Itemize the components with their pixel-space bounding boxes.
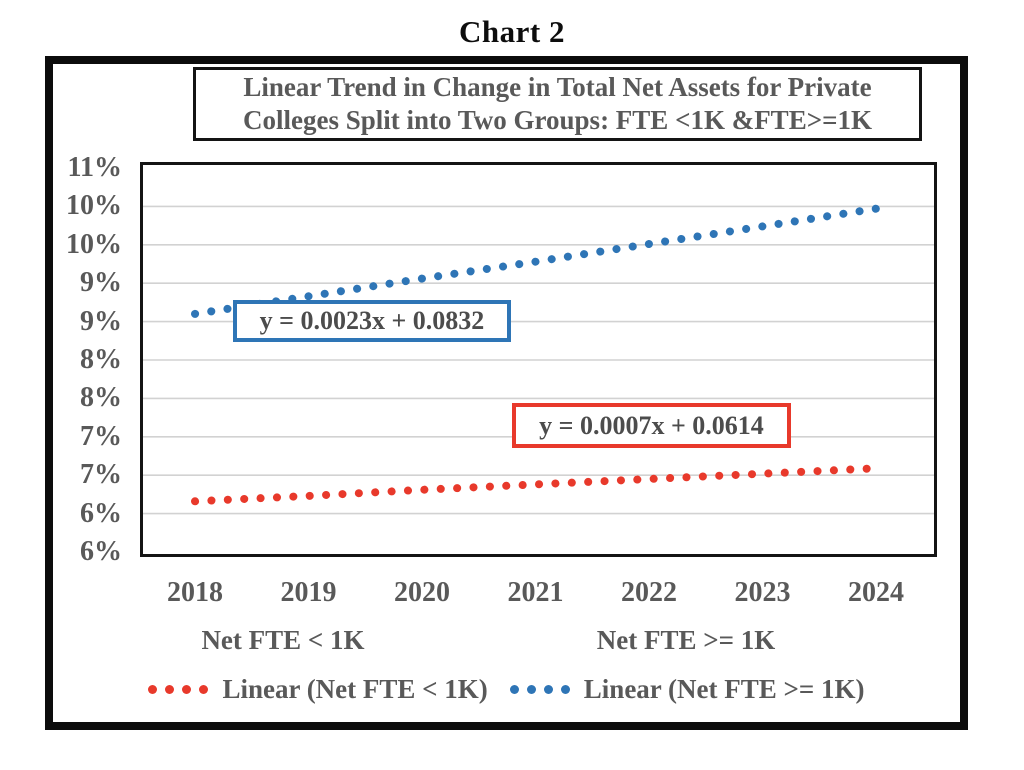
- trendline-fte-lt-1k: [191, 464, 880, 506]
- x-axis-tick-label: 2023: [734, 577, 791, 608]
- trendline-equation-fte-lt-1k: y = 0.0007x + 0.0614: [539, 410, 764, 440]
- y-axis-tick-label: 6%: [80, 536, 122, 567]
- x-axis-tick-label: 2019: [280, 577, 337, 608]
- legend-entry: Linear (Net FTE >= 1K): [509, 672, 865, 706]
- legend-dotted-line-sample: [148, 684, 209, 694]
- trendline-equation-fte-ge-1k: y = 0.0023x + 0.0832: [259, 306, 485, 335]
- page-title: Chart 2: [459, 14, 565, 49]
- y-axis-tick-label: 10%: [66, 228, 122, 260]
- trendline-equation-box-fte-lt-1k: y = 0.0007x + 0.0614: [512, 403, 791, 448]
- y-axis-tick-label: 7%: [80, 459, 122, 491]
- plot-area: [140, 162, 937, 557]
- trendline-equation-box-fte-ge-1k: y = 0.0023x + 0.0832: [233, 300, 511, 342]
- chart-title-box: Linear Trend in Change in Total Net Asse…: [193, 67, 922, 141]
- chart-legend: Linear (Net FTE < 1K) Linear (Net FTE >= …: [53, 671, 960, 707]
- legend-label: Linear (Net FTE < 1K): [222, 674, 488, 704]
- series-group-label-fte-ge-1k: Net FTE >= 1K: [596, 625, 776, 655]
- chart-title-line-2: Colleges Split into Two Groups: FTE <1K …: [243, 105, 872, 135]
- legend-dot-icon: [560, 684, 570, 694]
- y-axis-tick-label: 7%: [80, 420, 122, 452]
- legend-dot-icon: [526, 684, 536, 694]
- y-axis-tick-label: 8%: [80, 382, 122, 414]
- y-axis-tick-label: 8%: [80, 344, 122, 375]
- legend-entry: Linear (Net FTE < 1K): [148, 672, 488, 706]
- x-axis-tick-label: 2020: [394, 577, 450, 608]
- plot-border: [140, 162, 937, 557]
- y-axis-tick-label: 10%: [66, 190, 122, 222]
- legend-dotted-line-sample: [509, 684, 570, 694]
- x-axis-tick-label: 2024: [848, 577, 904, 608]
- legend-dot-icon: [165, 684, 175, 694]
- legend-dot-icon: [148, 684, 158, 694]
- legend-dot-icon: [182, 684, 192, 694]
- y-axis-tick-label: 9%: [80, 267, 122, 299]
- x-axis-tick-label: 2021: [507, 577, 564, 608]
- y-axis-tick-label: 6%: [80, 497, 122, 529]
- legend-label: Linear (Net FTE >= 1K): [583, 674, 865, 704]
- series-group-label-fte-lt-1k: Net FTE < 1K: [201, 625, 365, 655]
- y-axis-tick-label: 11%: [67, 152, 122, 183]
- chart-outer-frame: [45, 56, 968, 730]
- y-axis-tick-label: 9%: [80, 305, 122, 337]
- legend-dot-icon: [543, 684, 553, 694]
- legend-dot-icon: [509, 684, 519, 694]
- chart-title-line-1: Linear Trend in Change in Total Net Asse…: [243, 72, 872, 102]
- trendline-fte-ge-1k: [191, 204, 880, 318]
- x-axis-tick-label: 2022: [621, 577, 677, 608]
- legend-dot-icon: [199, 684, 209, 694]
- x-axis-tick-label: 2018: [167, 577, 223, 608]
